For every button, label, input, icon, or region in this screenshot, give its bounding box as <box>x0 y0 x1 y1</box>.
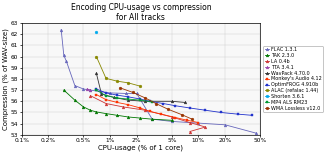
FLAC 1.3.1 <box>64 60 68 62</box>
WavPack 4.70.0 <box>126 99 130 101</box>
OptimFROG 4.910b <box>126 96 130 98</box>
TAK 2.3.0 <box>82 106 85 108</box>
TTA 3.4.1 <box>88 89 92 91</box>
ALAC (refalac 1.44) <box>115 80 119 82</box>
WavPack 4.70.0 <box>95 72 98 74</box>
FLAC 1.3.1 <box>124 93 127 94</box>
OptimFROG 4.910b <box>138 98 142 100</box>
Line: ALAC (refalac 1.44): ALAC (refalac 1.44) <box>95 55 142 88</box>
WMA Lossless v12.0 <box>131 91 135 93</box>
LA 0.4b <box>188 122 192 124</box>
OptimFROG 4.910b <box>188 107 192 109</box>
FLAC 1.3.1 <box>73 85 77 87</box>
X-axis label: CPU-usage (% of 1 core): CPU-usage (% of 1 core) <box>98 145 184 151</box>
TAK 2.3.0 <box>138 117 142 119</box>
Monkey's Audio 4.12 <box>197 122 200 124</box>
TAK 2.3.0 <box>104 113 108 115</box>
FLAC 1.3.1 <box>197 122 200 124</box>
FLAC 1.3.1 <box>223 124 227 126</box>
Monkey's Audio 4.12 <box>173 117 177 118</box>
FLAC 1.3.1 <box>99 91 103 93</box>
OptimFROG 4.910b <box>115 94 119 96</box>
Legend: FLAC 1.3.1, TAK 2.3.0, LA 0.4b, TTA 3.4.1, WavPack 4.70.0, Monkey's Audio 4.12, : FLAC 1.3.1, TAK 2.3.0, LA 0.4b, TTA 3.4.… <box>263 46 323 112</box>
TAK 2.3.0 <box>88 109 92 111</box>
MP4 ALS RM23 <box>138 99 142 101</box>
Line: TTA 3.4.1: TTA 3.4.1 <box>86 88 92 91</box>
Line: FLAC 1.3.1: FLAC 1.3.1 <box>60 28 258 135</box>
Monkey's Audio 4.12 <box>138 107 142 109</box>
Line: WMA Lossless v12.0: WMA Lossless v12.0 <box>119 87 194 121</box>
LA 0.4b <box>104 103 108 104</box>
FLAC 1.3.1 <box>135 93 139 94</box>
WMA Lossless v12.0 <box>154 103 158 104</box>
Monkey's Audio 4.12 <box>148 110 152 112</box>
WMA Lossless v12.0 <box>180 114 184 116</box>
LA 0.4b <box>203 126 207 128</box>
Line: TAK 2.3.0: TAK 2.3.0 <box>62 89 173 122</box>
Monkey's Audio 4.12 <box>126 104 130 106</box>
TAK 2.3.0 <box>62 89 66 91</box>
ALAC (refalac 1.44) <box>126 82 130 84</box>
OptimFROG 4.910b <box>148 100 152 102</box>
WavPack 4.70.0 <box>99 93 103 95</box>
OptimFROG 4.910b <box>250 114 254 116</box>
WavPack 4.70.0 <box>112 96 116 98</box>
FLAC 1.3.1 <box>254 132 258 134</box>
LA 0.4b <box>170 116 174 118</box>
WavPack 4.70.0 <box>143 100 147 102</box>
FLAC 1.3.1 <box>150 118 154 120</box>
MP4 ALS RM23 <box>115 97 119 99</box>
Line: WavPack 4.70.0: WavPack 4.70.0 <box>95 72 186 104</box>
OptimFROG 4.910b <box>236 113 240 115</box>
Line: MP4 ALS RM23: MP4 ALS RM23 <box>95 89 154 103</box>
Monkey's Audio 4.12 <box>104 99 108 101</box>
FLAC 1.3.1 <box>170 121 174 122</box>
MP4 ALS RM23 <box>150 101 154 103</box>
Monkey's Audio 4.12 <box>185 119 189 121</box>
ALAC (refalac 1.44) <box>138 85 142 87</box>
TAK 2.3.0 <box>150 118 154 120</box>
OptimFROG 4.910b <box>219 111 223 113</box>
LA 0.4b <box>121 106 125 108</box>
Title: Encoding CPU-usage vs compression
for All tracks: Encoding CPU-usage vs compression for Al… <box>71 3 211 22</box>
WMA Lossless v12.0 <box>190 118 194 120</box>
ALAC (refalac 1.44) <box>104 77 108 79</box>
OptimFROG 4.910b <box>95 88 98 90</box>
FLAC 1.3.1 <box>108 92 112 94</box>
MP4 ALS RM23 <box>95 89 98 91</box>
TTA 3.4.1 <box>85 88 89 90</box>
LA 0.4b <box>88 95 92 97</box>
Line: LA 0.4b: LA 0.4b <box>89 94 207 133</box>
TAK 2.3.0 <box>73 99 77 101</box>
Monkey's Audio 4.12 <box>115 101 119 103</box>
MP4 ALS RM23 <box>126 98 130 100</box>
Monkey's Audio 4.12 <box>95 94 98 95</box>
FLAC 1.3.1 <box>82 88 85 90</box>
WMA Lossless v12.0 <box>143 97 147 99</box>
FLAC 1.3.1 <box>62 55 66 56</box>
FLAC 1.3.1 <box>88 89 92 91</box>
TAK 2.3.0 <box>170 119 174 121</box>
FLAC 1.3.1 <box>59 29 63 31</box>
MP4 ALS RM23 <box>104 95 108 97</box>
ALAC (refalac 1.44) <box>95 56 98 57</box>
WMA Lossless v12.0 <box>166 108 170 110</box>
OptimFROG 4.910b <box>161 103 165 104</box>
LA 0.4b <box>143 109 147 111</box>
WMA Lossless v12.0 <box>118 87 122 89</box>
WavPack 4.70.0 <box>170 100 174 102</box>
TAK 2.3.0 <box>126 116 130 118</box>
Line: Monkey's Audio 4.12: Monkey's Audio 4.12 <box>95 93 200 124</box>
OptimFROG 4.910b <box>173 105 177 107</box>
WavPack 4.70.0 <box>183 101 187 103</box>
TAK 2.3.0 <box>115 114 119 116</box>
TAK 2.3.0 <box>95 111 98 113</box>
LA 0.4b <box>188 131 192 132</box>
OptimFROG 4.910b <box>203 109 207 111</box>
Monkey's Audio 4.12 <box>159 113 163 115</box>
Line: OptimFROG 4.910b: OptimFROG 4.910b <box>95 88 253 117</box>
Y-axis label: Compression (% of WAV-size): Compression (% of WAV-size) <box>3 28 9 130</box>
OptimFROG 4.910b <box>104 92 108 94</box>
